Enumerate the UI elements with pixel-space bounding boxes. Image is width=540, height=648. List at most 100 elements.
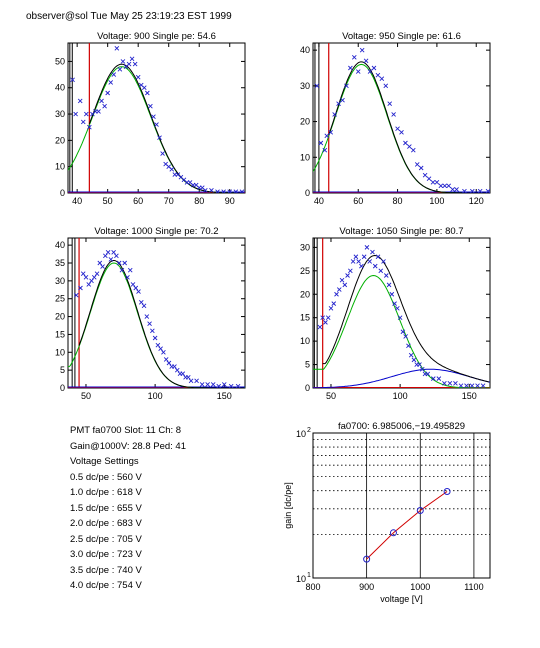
data-point bbox=[119, 267, 125, 273]
total-fit-curve bbox=[78, 260, 245, 388]
data-point bbox=[363, 58, 369, 64]
y-tick-label: 10 bbox=[296, 574, 306, 584]
data-point bbox=[132, 61, 138, 67]
data-point bbox=[344, 83, 349, 89]
data-point bbox=[442, 183, 448, 189]
data-point bbox=[141, 85, 147, 91]
data-point bbox=[94, 271, 100, 277]
data-point bbox=[80, 119, 86, 125]
data-point bbox=[407, 144, 412, 149]
x-tick-label: 100 bbox=[393, 391, 408, 401]
y-tick-label: 0 bbox=[305, 383, 310, 393]
data-point bbox=[395, 126, 400, 132]
data-point bbox=[359, 47, 365, 53]
data-point bbox=[340, 97, 345, 103]
y-tick-label: 5 bbox=[60, 365, 65, 375]
data-point bbox=[120, 59, 126, 64]
y-tick-label: 5 bbox=[305, 360, 310, 370]
y-tick-label: 20 bbox=[300, 289, 310, 299]
x-tick-label: 80 bbox=[194, 196, 204, 206]
data-point bbox=[351, 54, 357, 60]
data-point bbox=[464, 383, 469, 388]
data-point bbox=[227, 189, 233, 193]
histogram-panel: 40 60 80 100 120 0 10 20 30 40 Voltage: 950 Single… bbox=[300, 31, 491, 206]
data-point bbox=[155, 342, 161, 348]
data-point bbox=[86, 282, 92, 287]
data-point bbox=[151, 114, 156, 120]
data-point bbox=[408, 352, 414, 358]
plot-area bbox=[68, 238, 245, 388]
data-point bbox=[417, 362, 422, 367]
y-tick-label: 20 bbox=[300, 117, 310, 127]
plot-frame bbox=[67, 237, 246, 389]
y-tick-label: 40 bbox=[55, 83, 65, 93]
gain-point bbox=[443, 487, 451, 495]
data-point bbox=[386, 282, 392, 288]
data-point bbox=[356, 259, 361, 264]
y-tick-label: 25 bbox=[55, 294, 65, 304]
x-tick-label: 100 bbox=[429, 196, 444, 206]
x-tick-label: 40 bbox=[72, 196, 82, 206]
data-point bbox=[157, 135, 162, 141]
data-point bbox=[103, 253, 108, 259]
y-tick-label: 40 bbox=[55, 240, 65, 250]
data-point bbox=[353, 254, 359, 260]
data-point bbox=[446, 183, 452, 189]
y-tick-label: 30 bbox=[300, 81, 310, 91]
data-point bbox=[367, 69, 373, 74]
data-point bbox=[458, 383, 464, 388]
data-point bbox=[216, 383, 222, 388]
x-tick-label: 60 bbox=[133, 196, 143, 206]
data-point bbox=[116, 260, 122, 266]
data-point bbox=[317, 324, 323, 330]
data-point bbox=[336, 287, 342, 292]
plot-area bbox=[313, 238, 490, 388]
data-point bbox=[367, 259, 373, 264]
plot-area bbox=[313, 43, 490, 193]
data-point bbox=[418, 165, 424, 171]
gain-point bbox=[389, 529, 397, 537]
histogram-panel: 50 100 150 0 5 10 15 20 25 30 35 40 Voltage: 1000 Si… bbox=[55, 226, 246, 401]
pmt-line: PMT fa0700 Slot: 11 Ch: 8 bbox=[70, 425, 182, 436]
data-point bbox=[144, 314, 150, 319]
x-tick-label: 1000 bbox=[410, 582, 430, 592]
data-point bbox=[381, 259, 386, 264]
x-tick-label: 80 bbox=[393, 196, 403, 206]
setting-item: 4.0 dc/pe : 754 V bbox=[70, 580, 142, 591]
y-tick-label: 0 bbox=[60, 383, 65, 393]
data-point bbox=[188, 378, 194, 384]
x-axis-label: voltage [V] bbox=[380, 594, 423, 604]
data-point bbox=[411, 357, 417, 363]
data-point bbox=[331, 301, 337, 306]
data-point bbox=[350, 259, 356, 264]
data-point bbox=[99, 98, 104, 104]
data-point bbox=[355, 69, 361, 74]
y-tick-label: 20 bbox=[55, 312, 65, 322]
y-tick-label: 30 bbox=[55, 276, 65, 286]
x-tick-label: 100 bbox=[148, 391, 163, 401]
data-point bbox=[480, 383, 486, 388]
gain-point bbox=[363, 555, 371, 563]
data-point bbox=[419, 366, 425, 372]
plot-frame bbox=[67, 42, 246, 194]
data-point bbox=[332, 112, 337, 117]
data-point bbox=[430, 376, 436, 381]
data-point bbox=[108, 257, 114, 262]
plot-frame bbox=[312, 42, 491, 194]
data-point bbox=[383, 83, 389, 89]
chart-title: Voltage: 1050 Single pe: 80.7 bbox=[339, 226, 463, 237]
signal-fit-curve bbox=[313, 274, 490, 388]
data-point bbox=[462, 188, 467, 193]
data-point bbox=[166, 360, 172, 366]
data-point bbox=[342, 282, 348, 288]
setting-item: 3.0 dc/pe : 723 V bbox=[70, 549, 142, 560]
y-tick-exponent: 1 bbox=[307, 572, 311, 579]
setting-item: 2.0 dc/pe : 683 V bbox=[70, 518, 142, 529]
data-point bbox=[318, 140, 324, 146]
data-point bbox=[239, 189, 245, 193]
data-point bbox=[314, 83, 320, 89]
data-point bbox=[150, 328, 155, 334]
data-point bbox=[348, 268, 353, 274]
data-point bbox=[406, 343, 411, 349]
gain-line: Gain@1000V: 28.8 Ped: 41 bbox=[70, 440, 186, 452]
